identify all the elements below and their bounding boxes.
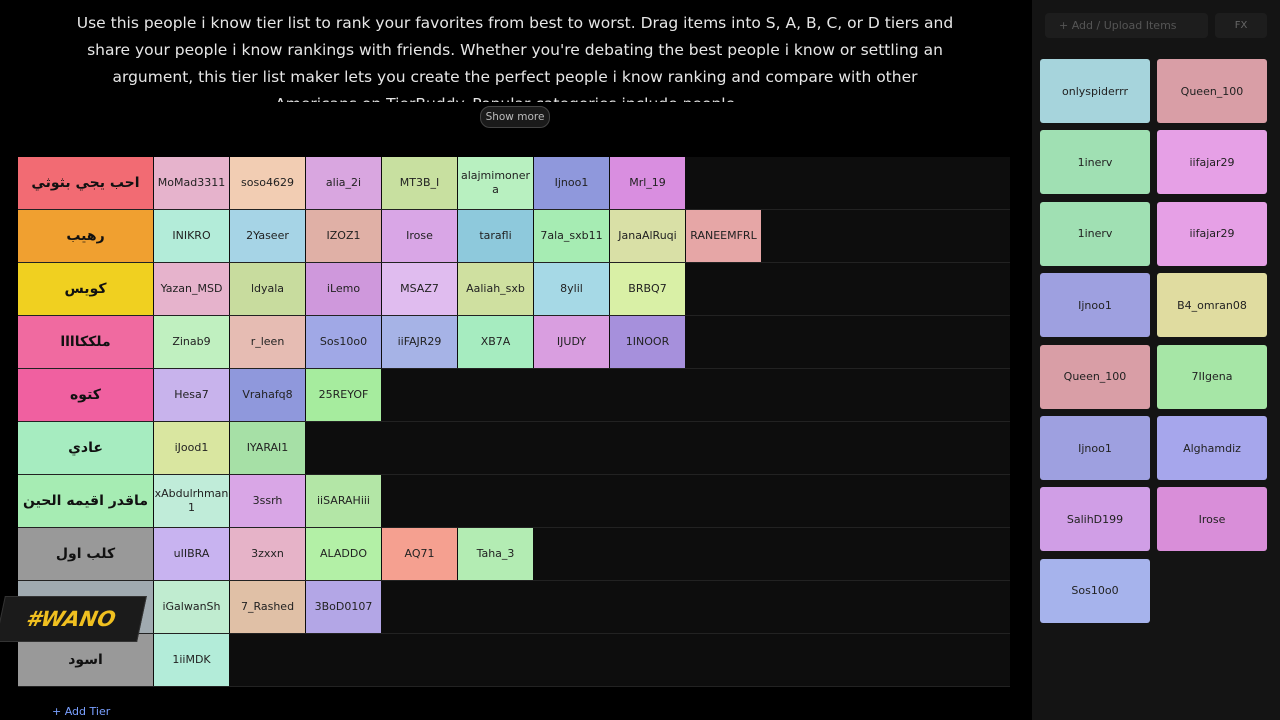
tier-item[interactable]: MSAZ7 bbox=[382, 263, 457, 315]
tier-item[interactable]: 3ssrh bbox=[230, 475, 305, 527]
tier-item[interactable]: 7ala_sxb11 bbox=[534, 210, 609, 262]
watermark: #WANO bbox=[0, 596, 147, 642]
tier-label[interactable]: ملككاااا bbox=[18, 316, 153, 368]
tier-item[interactable]: Hesa7 bbox=[154, 369, 229, 421]
add-items-input[interactable]: + Add / Upload Items bbox=[1045, 13, 1208, 38]
tier-label[interactable]: ماقدر اقيمه الحين bbox=[18, 475, 153, 527]
tier-item[interactable]: 3BoD0107 bbox=[306, 581, 381, 633]
tier-row: ماقدر اقيمه الحين xAbdulrhman1 3ssrh iiSARA… bbox=[18, 475, 1010, 528]
tier-item[interactable]: 8ylil bbox=[534, 263, 609, 315]
tier-item[interactable]: uIIBRA bbox=[154, 528, 229, 580]
tier-item[interactable]: 2Yaseer bbox=[230, 210, 305, 262]
tier-item[interactable]: JanaAlRuqi bbox=[610, 210, 685, 262]
tier-item[interactable]: alia_2i bbox=[306, 157, 381, 209]
tier-item[interactable]: INIKRO bbox=[154, 210, 229, 262]
tier-item[interactable]: Aaliah_sxb bbox=[458, 263, 533, 315]
pool-item[interactable]: Queen_100 bbox=[1040, 344, 1150, 409]
tier-item[interactable]: Zinab9 bbox=[154, 316, 229, 368]
tier-item[interactable]: ALADDO bbox=[306, 528, 381, 580]
tier-item[interactable]: BRBQ7 bbox=[610, 263, 685, 315]
tier-label[interactable]: اسود bbox=[18, 634, 153, 686]
tier-item[interactable]: MoMad3311 bbox=[154, 157, 229, 209]
pool-item[interactable]: iifajar29 bbox=[1157, 201, 1267, 266]
tier-row: كتوه Hesa7 Vrahafq8 25REYOF bbox=[18, 369, 1010, 422]
add-tier-button[interactable]: + Add Tier bbox=[52, 705, 111, 718]
pool-item[interactable]: onlyspiderrr bbox=[1040, 59, 1150, 123]
tier-item[interactable]: xAbdulrhman1 bbox=[154, 475, 229, 527]
pool-item[interactable]: 1inerv bbox=[1040, 201, 1150, 266]
fx-button[interactable]: FX bbox=[1215, 13, 1267, 38]
tier-item[interactable]: ldyala bbox=[230, 263, 305, 315]
tier-label[interactable]: كلب اول bbox=[18, 528, 153, 580]
tier-item[interactable]: 3zxxn bbox=[230, 528, 305, 580]
tier-item[interactable]: Yazan_MSD bbox=[154, 263, 229, 315]
pool-item[interactable]: Queen_100 bbox=[1157, 59, 1267, 123]
tier-item[interactable]: 7_Rashed bbox=[230, 581, 305, 633]
tier-item[interactable]: 1INOOR bbox=[610, 316, 685, 368]
tier-row: ملككاااا Zinab9 r_leen Sos10o0 iiFAJR29 XB7A I… bbox=[18, 316, 1010, 369]
tier-item[interactable]: Sos10o0 bbox=[306, 316, 381, 368]
tier-row: احب يجي بثوثي MoMad3311 soso4629 alia_2i MT3… bbox=[18, 157, 1010, 210]
tier-item[interactable]: alajmimonera bbox=[458, 157, 533, 209]
pool-item[interactable]: 7IIgena bbox=[1157, 344, 1267, 409]
tier-label[interactable]: احب يجي بثوثي bbox=[18, 157, 153, 209]
pool-item[interactable]: Alghamdiz bbox=[1157, 416, 1267, 480]
pool-item[interactable]: B4_omran08 bbox=[1157, 273, 1267, 338]
tier-label[interactable]: كويس bbox=[18, 263, 153, 315]
tier-row: كويس Yazan_MSD ldyala iLemo MSAZ7 Aaliah_sxb 8… bbox=[18, 263, 1010, 316]
tier-item[interactable]: tarafli bbox=[458, 210, 533, 262]
tier-item[interactable]: iiFAJR29 bbox=[382, 316, 457, 368]
tier-item[interactable]: iJood1 bbox=[154, 422, 229, 474]
description: Use this people i know tier list to rank… bbox=[76, 14, 954, 102]
tier-label[interactable]: عادي bbox=[18, 422, 153, 474]
tier-row: كلب اول uIIBRA 3zxxn ALADDO AQ71 Taha_3 bbox=[18, 528, 1010, 581]
tier-item[interactable]: Taha_3 bbox=[458, 528, 533, 580]
tier-item[interactable]: Mrl_19 bbox=[610, 157, 685, 209]
tier-item[interactable]: iGalwanSh bbox=[154, 581, 229, 633]
tier-item[interactable]: 1iiMDK bbox=[154, 634, 229, 686]
tier-row: iGalwanSh 7_Rashed 3BoD0107 bbox=[18, 581, 1010, 634]
tier-item[interactable]: RANEEMFRL bbox=[686, 210, 761, 262]
tier-item[interactable]: soso4629 bbox=[230, 157, 305, 209]
tier-item[interactable]: Ijnoo1 bbox=[534, 157, 609, 209]
tier-item[interactable]: AQ71 bbox=[382, 528, 457, 580]
tier-row: عادي iJood1 IYARAI1 bbox=[18, 422, 1010, 475]
pool-item[interactable]: Sos10o0 bbox=[1040, 558, 1150, 623]
pool-item[interactable]: iifajar29 bbox=[1157, 130, 1267, 195]
tier-item[interactable]: iLemo bbox=[306, 263, 381, 315]
pool-item[interactable]: Irose bbox=[1157, 487, 1267, 552]
tier-item[interactable]: Irose bbox=[382, 210, 457, 262]
tier-item[interactable]: 25REYOF bbox=[306, 369, 381, 421]
tier-item[interactable]: r_leen bbox=[230, 316, 305, 368]
tier-item[interactable]: IJUDY bbox=[534, 316, 609, 368]
tier-item[interactable]: iiSARAHiii bbox=[306, 475, 381, 527]
tier-label[interactable]: كتوه bbox=[18, 369, 153, 421]
tier-item[interactable]: IZOZ1 bbox=[306, 210, 381, 262]
show-more-button[interactable]: Show more bbox=[480, 106, 550, 128]
pool-item[interactable]: SalihD199 bbox=[1040, 487, 1150, 552]
pool-item[interactable]: Ijnoo1 bbox=[1040, 273, 1150, 338]
tier-item[interactable]: Vrahafq8 bbox=[230, 369, 305, 421]
tier-item[interactable]: IYARAI1 bbox=[230, 422, 305, 474]
tier-item[interactable]: XB7A bbox=[458, 316, 533, 368]
pool-item[interactable]: Ijnoo1 bbox=[1040, 416, 1150, 480]
sidebar: + Add / Upload Items FX onlyspiderrr Quee… bbox=[1032, 0, 1280, 720]
tier-label[interactable]: رهيب bbox=[18, 210, 153, 262]
tier-table: احب يجي بثوثي MoMad3311 soso4629 alia_2i MT3… bbox=[18, 157, 1010, 687]
tier-item[interactable]: MT3B_I bbox=[382, 157, 457, 209]
tier-row: اسود 1iiMDK bbox=[18, 634, 1010, 687]
tier-row: رهيب INIKRO 2Yaseer IZOZ1 Irose tarafli 7ala_s… bbox=[18, 210, 1010, 263]
pool-item[interactable]: 1inerv bbox=[1040, 130, 1150, 195]
